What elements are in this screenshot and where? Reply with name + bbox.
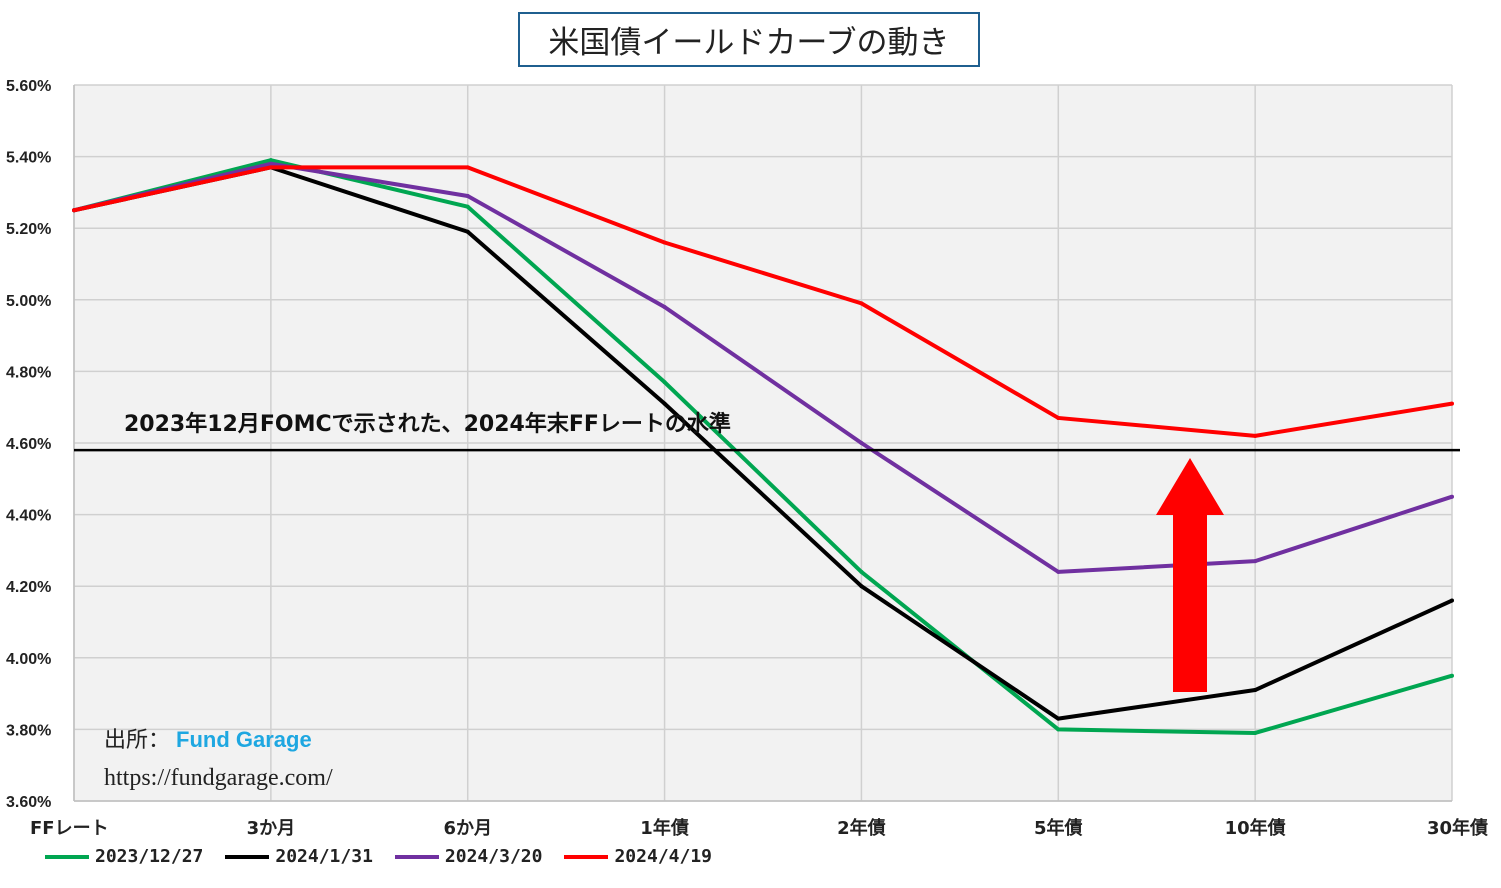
data-point bbox=[859, 584, 864, 589]
data-point bbox=[662, 380, 667, 385]
data-point bbox=[1056, 716, 1061, 721]
legend-label: 2024/3/20 bbox=[444, 846, 543, 867]
data-point bbox=[1253, 559, 1258, 564]
legend-item: 2024/4/19 bbox=[564, 846, 712, 867]
data-point bbox=[1056, 569, 1061, 574]
source-url: https://fundgarage.com/ bbox=[104, 765, 333, 791]
y-tick-label: 3.80% bbox=[6, 722, 51, 739]
x-tick-label: 1年債 bbox=[640, 817, 689, 839]
y-tick-label: 4.20% bbox=[6, 579, 51, 596]
legend-swatch bbox=[225, 854, 270, 859]
y-tick-label: 3.60% bbox=[6, 794, 51, 811]
data-point bbox=[268, 161, 273, 166]
data-point bbox=[465, 165, 470, 170]
y-tick-label: 4.80% bbox=[6, 364, 51, 381]
legend-item: 2024/1/31 bbox=[225, 846, 373, 867]
legend-item: 2024/3/20 bbox=[394, 846, 543, 867]
data-point bbox=[465, 229, 470, 234]
data-point bbox=[72, 208, 76, 213]
x-tick-label: 10年債 bbox=[1225, 817, 1286, 839]
x-tick-label: 3か月 bbox=[247, 818, 296, 839]
y-tick-label: 5.00% bbox=[6, 293, 51, 310]
source-credit: 出所： Fund Garage bbox=[104, 722, 312, 754]
chart-title: 米国債イールドカーブの動き bbox=[518, 12, 980, 67]
legend-label: 2024/1/31 bbox=[275, 846, 373, 867]
legend-swatch bbox=[394, 854, 439, 859]
source-label: 出所： bbox=[104, 728, 171, 753]
x-tick-label: FFレート bbox=[30, 818, 109, 839]
data-point bbox=[662, 304, 667, 309]
data-point bbox=[662, 401, 667, 406]
legend-label: 2024/4/19 bbox=[614, 846, 713, 867]
series-line-2 bbox=[73, 165, 1453, 721]
data-point bbox=[465, 204, 470, 209]
legend: 2023/12/27 2024/1/31 2024/3/20 2024/4/19 bbox=[45, 846, 712, 867]
y-tick-label: 4.40% bbox=[6, 508, 51, 525]
y-tick-label: 5.60% bbox=[6, 78, 51, 95]
data-point bbox=[1056, 415, 1061, 420]
data-point bbox=[1253, 433, 1258, 438]
legend-swatch bbox=[45, 854, 89, 859]
data-point bbox=[859, 569, 864, 574]
data-point bbox=[1253, 688, 1258, 693]
y-tick-label: 4.60% bbox=[6, 436, 51, 453]
legend-item: 2023/12/27 bbox=[45, 846, 203, 867]
data-point bbox=[465, 193, 470, 198]
up-arrow-icon bbox=[1156, 458, 1224, 692]
reference-line-label: 2023年12月FOMCで示された、2024年末FFレートの水準 bbox=[124, 412, 731, 437]
x-tick-label: 5年債 bbox=[1034, 817, 1083, 839]
data-point bbox=[1253, 730, 1258, 735]
data-point bbox=[1450, 598, 1454, 603]
data-point bbox=[1056, 727, 1061, 732]
series-lines bbox=[72, 158, 1454, 735]
x-axis-ticks: FFレート 3か月 6か月 1年債 2年債 5年債 10年債 30年債 bbox=[30, 817, 1488, 839]
data-point bbox=[1450, 401, 1454, 406]
y-tick-label: 5.40% bbox=[6, 150, 51, 167]
y-tick-label: 4.00% bbox=[6, 651, 51, 668]
data-point bbox=[859, 441, 864, 445]
source-brand: Fund Garage bbox=[176, 727, 312, 752]
gridlines bbox=[73, 84, 1453, 802]
data-point bbox=[1450, 494, 1454, 499]
x-tick-label: 2年債 bbox=[837, 817, 886, 839]
data-point bbox=[662, 240, 667, 245]
data-point bbox=[859, 301, 864, 306]
data-point bbox=[1450, 673, 1454, 678]
y-tick-label: 5.20% bbox=[6, 221, 51, 238]
legend-label: 2023/12/27 bbox=[95, 846, 204, 867]
series-line-4 bbox=[73, 165, 1453, 438]
legend-swatch bbox=[564, 854, 609, 859]
x-tick-label: 6か月 bbox=[443, 818, 492, 839]
y-axis-ticks: 3.60% 3.80% 4.00% 4.20% 4.40% 4.60% 4.80% 5.00%… bbox=[6, 78, 51, 811]
data-point bbox=[268, 165, 273, 170]
data-point bbox=[268, 158, 273, 163]
x-tick-label: 30年債 bbox=[1427, 817, 1488, 839]
